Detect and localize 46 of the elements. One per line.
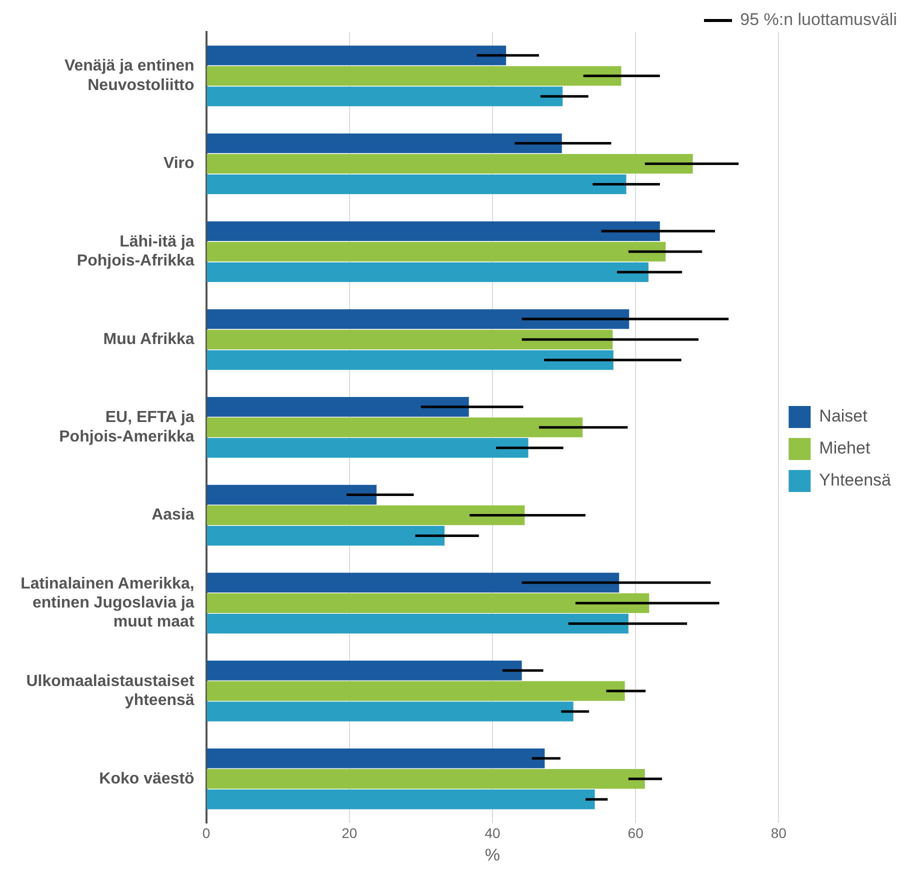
bar bbox=[206, 309, 630, 329]
bar bbox=[206, 133, 562, 154]
legend-label: Yhteensä bbox=[819, 470, 892, 490]
y-tick-label: Koko väestö bbox=[99, 770, 195, 788]
bar bbox=[206, 681, 625, 701]
bar bbox=[206, 769, 645, 789]
bar bbox=[206, 790, 595, 810]
y-tick-label: Viro bbox=[163, 155, 195, 172]
bar bbox=[206, 593, 650, 613]
x-tick-label: 80 bbox=[770, 825, 787, 842]
bar bbox=[206, 46, 506, 66]
bar bbox=[206, 438, 528, 458]
bar bbox=[206, 66, 622, 86]
bar bbox=[206, 221, 660, 242]
bar bbox=[206, 614, 628, 634]
bar bbox=[206, 484, 377, 505]
bar bbox=[206, 330, 613, 350]
legend-label: Miehet bbox=[819, 438, 870, 458]
x-tick-label: 60 bbox=[628, 825, 644, 842]
bar bbox=[206, 262, 648, 282]
y-tick-label: EU, EFTA ja Pohjois-Amerikka bbox=[59, 409, 194, 446]
y-tick-label: Muu Afrikka bbox=[103, 330, 194, 348]
legend-label: Naiset bbox=[819, 406, 868, 426]
bar bbox=[206, 86, 563, 106]
y-tick-label: Lähi-itä ja Pohjois-Afrikka bbox=[76, 233, 194, 270]
y-tick-label: Latinalainen Amerikka, entinen Jugoslavia ja muut maat bbox=[20, 575, 195, 631]
x-tick-label: 40 bbox=[484, 825, 500, 842]
x-axis-title: % bbox=[484, 845, 500, 864]
bar bbox=[206, 702, 574, 722]
bar bbox=[206, 174, 626, 194]
bar bbox=[206, 526, 445, 546]
bar bbox=[206, 418, 583, 438]
x-tick-label: 0 bbox=[202, 825, 210, 842]
y-tick-label: Ulkomaalaistaustaiset yhteensä bbox=[26, 672, 195, 710]
bar bbox=[206, 154, 693, 174]
y-tick-label: Aasia bbox=[152, 506, 194, 524]
bar bbox=[206, 505, 525, 526]
y-tick-label: Venäjä ja entinen Neuvostoliitto bbox=[64, 58, 195, 94]
x-tick-label: 20 bbox=[342, 825, 358, 842]
text: 95 %:n luottamusväli bbox=[740, 10, 897, 30]
bar bbox=[206, 397, 469, 417]
bar bbox=[206, 748, 545, 768]
bar bbox=[206, 660, 522, 680]
bar bbox=[206, 572, 620, 592]
bar bbox=[206, 242, 666, 262]
bar bbox=[206, 350, 614, 370]
